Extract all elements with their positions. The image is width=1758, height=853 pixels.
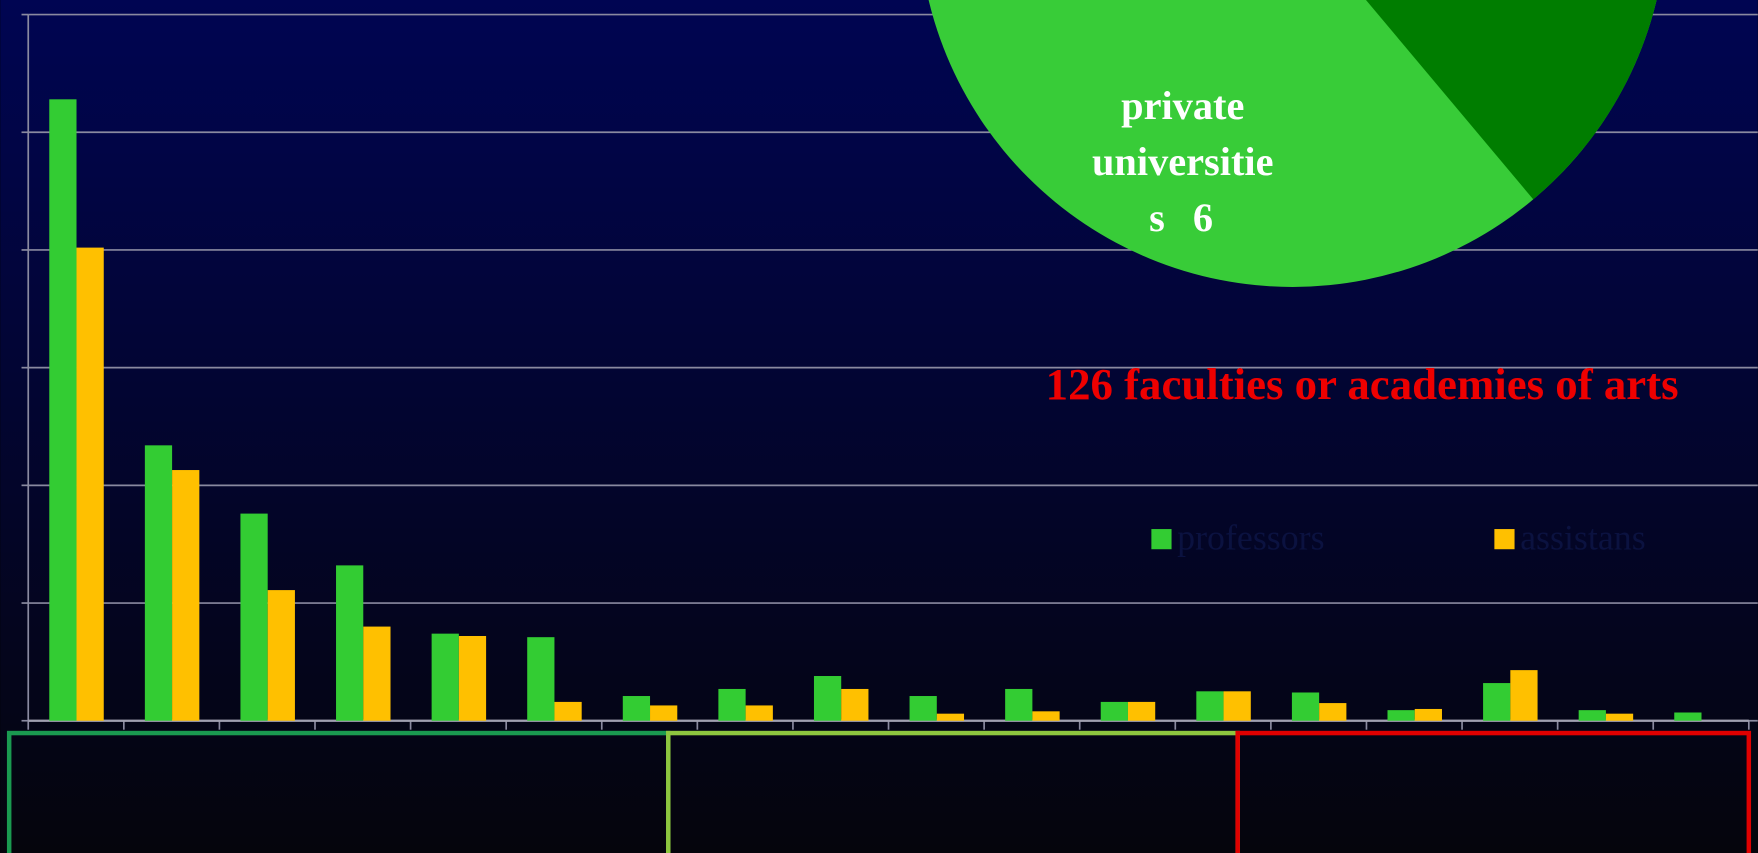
bar [172,470,200,721]
bar [936,713,965,721]
bar [1414,708,1442,721]
pie: private universitie s 6 [928,0,1657,287]
bar [1100,701,1128,721]
legend-swatch [1494,529,1515,550]
bar [554,701,582,721]
bar [144,445,173,721]
bar [76,247,104,721]
bar [1483,683,1511,721]
bar [813,676,842,721]
bar [841,688,869,721]
bar [1032,711,1060,721]
bar [1223,691,1251,721]
legend: professors assistans [1151,518,1646,558]
bar [909,696,937,721]
bar [431,633,459,721]
bars [49,99,1702,721]
chart-title: 126 faculties or academies of arts [1046,359,1679,409]
bar [458,635,487,721]
bar [1510,670,1538,721]
legend-swatch [1151,529,1172,550]
bar [527,637,555,721]
bar [1674,712,1702,721]
pie-other-region [1365,0,1657,200]
bar [267,590,295,721]
bar [336,565,364,721]
slice-label: private [1121,83,1244,128]
bar [1127,701,1156,721]
slice-label: s [1149,195,1165,240]
bar [1605,713,1634,721]
bar [1196,691,1224,721]
bar [240,513,268,721]
legend-label: assistans [1520,518,1646,558]
bar [1005,688,1033,721]
bar [622,696,651,721]
bar [49,99,77,721]
bar [718,688,746,721]
slice-label: universitie [1092,139,1274,184]
slice-value: 6 [1193,195,1213,240]
bar [1319,703,1347,721]
bar [363,626,391,721]
bar [1291,692,1320,721]
bar [1387,710,1415,721]
bar [650,705,678,721]
group-box [1235,730,1752,853]
bar [745,705,773,721]
bar [1578,710,1606,721]
legend-label: professors [1177,518,1324,558]
